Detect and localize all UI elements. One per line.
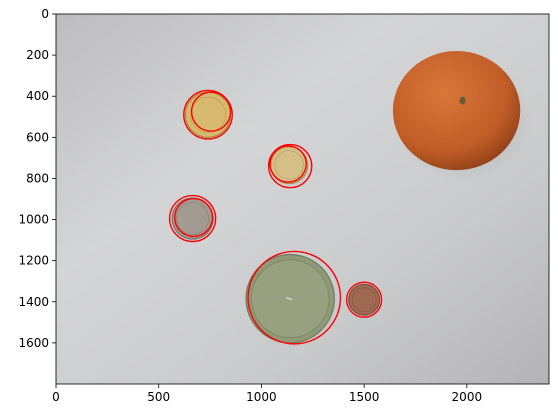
orange xyxy=(392,51,521,171)
x-axis: 0 500 1000 1500 2000 xyxy=(52,384,482,404)
x-tick-label: 1000 xyxy=(246,390,277,404)
y-axis: 0 200 400 600 800 1000 1200 1400 1600 xyxy=(18,7,56,350)
y-tick-label: 1200 xyxy=(18,254,49,268)
y-tick-label: 1000 xyxy=(18,213,49,227)
detections-layer xyxy=(168,89,383,345)
orange-stem xyxy=(459,96,466,105)
axes-frame xyxy=(55,13,550,385)
y-tick-label: 600 xyxy=(26,130,49,144)
detection-circle-5 xyxy=(168,194,217,243)
coin-inner-ring xyxy=(351,287,377,313)
x-tick-label: 1500 xyxy=(349,390,380,404)
detection-circle-7 xyxy=(345,281,383,318)
detection-circle-1 xyxy=(183,89,233,140)
detection-circle-2 xyxy=(190,91,232,132)
coin-4 xyxy=(348,283,381,316)
y-tick-label: 800 xyxy=(26,171,49,185)
y-tick-label: 1400 xyxy=(18,295,49,309)
coin-inner-ring xyxy=(190,96,226,133)
detection-circle-3 xyxy=(267,143,313,189)
detection-circle-6 xyxy=(174,197,214,238)
coin-inner-ring xyxy=(274,150,304,180)
y-tick-label: 0 xyxy=(41,7,49,21)
objects-layer xyxy=(171,51,532,349)
detection-circle-4 xyxy=(269,145,307,183)
y-tick-label: 200 xyxy=(26,48,49,62)
plot-area xyxy=(56,14,549,384)
x-tick-label: 0 xyxy=(52,390,60,404)
coin-inner-ring xyxy=(176,202,209,235)
y-tick-label: 1600 xyxy=(18,336,49,350)
candle-wick xyxy=(285,296,293,301)
detection-circle-8 xyxy=(247,250,342,345)
x-tick-label: 2000 xyxy=(452,390,483,404)
x-tick-label: 500 xyxy=(147,390,170,404)
y-tick-label: 400 xyxy=(26,89,49,103)
